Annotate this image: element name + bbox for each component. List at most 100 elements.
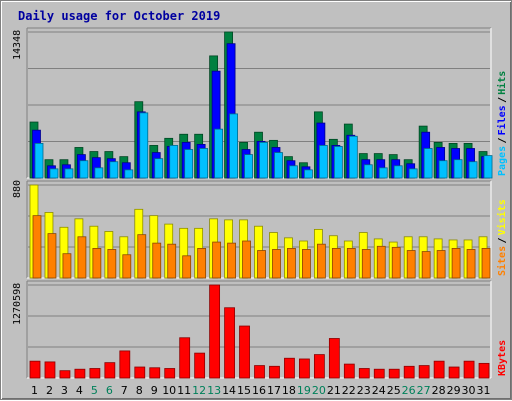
day-label-23: 23 bbox=[357, 384, 371, 397]
bar-kbytes-day-28 bbox=[433, 360, 445, 379]
day-label-30: 30 bbox=[462, 384, 476, 397]
bar-kbytes-day-12 bbox=[194, 352, 206, 379]
bar-sites-day-31 bbox=[481, 248, 491, 279]
bar-sites-day-19 bbox=[302, 249, 311, 279]
bar-sites-day-20 bbox=[316, 243, 326, 279]
bar-sites-day-7 bbox=[122, 254, 132, 279]
bar-pages-day-17 bbox=[274, 152, 283, 179]
bar-kbytes-day-31 bbox=[478, 362, 490, 379]
day-label-14: 14 bbox=[222, 384, 236, 397]
bar-kbytes-day-30 bbox=[463, 360, 475, 379]
bar-sites-day-6 bbox=[107, 249, 117, 279]
bar-kbytes-day-7 bbox=[119, 350, 131, 379]
bar-sites-day-3 bbox=[62, 253, 72, 279]
bar-pages-day-14 bbox=[229, 113, 238, 179]
bar-sites-day-4 bbox=[77, 236, 87, 279]
bar-pages-day-30 bbox=[468, 161, 478, 179]
side-label-visits: Visits bbox=[496, 199, 508, 235]
bar-kbytes-day-24 bbox=[373, 368, 385, 379]
side-label-sites: Sites bbox=[496, 246, 508, 276]
bar-sites-day-11 bbox=[182, 255, 192, 279]
bar-pages-day-10 bbox=[169, 145, 179, 179]
bar-pages-day-24 bbox=[378, 167, 388, 179]
bar-sites-day-12 bbox=[197, 248, 207, 279]
bar-pages-day-1 bbox=[34, 143, 44, 179]
bar-sites-day-24 bbox=[376, 245, 386, 279]
bar-kbytes-day-8 bbox=[134, 366, 146, 379]
bar-sites-day-17 bbox=[272, 249, 281, 279]
bar-sites-day-29 bbox=[451, 248, 461, 279]
bar-kbytes-day-3 bbox=[59, 370, 71, 379]
bar-kbytes-day-15 bbox=[239, 325, 250, 379]
bar-pages-day-20 bbox=[318, 145, 328, 179]
day-label-31: 31 bbox=[477, 384, 491, 397]
day-label-1: 1 bbox=[31, 384, 38, 397]
day-label-13: 13 bbox=[207, 384, 221, 397]
bar-pages-day-2 bbox=[49, 168, 59, 179]
day-label-25: 25 bbox=[387, 384, 401, 397]
bar-pages-day-7 bbox=[124, 169, 134, 179]
bar-kbytes-day-9 bbox=[149, 367, 161, 379]
bar-pages-day-16 bbox=[259, 141, 268, 179]
bar-kbytes-day-1 bbox=[29, 360, 41, 379]
chart-title: Daily usage for October 2019 bbox=[18, 9, 220, 23]
side-label-slash: / bbox=[497, 237, 508, 243]
bar-sites-day-1 bbox=[32, 215, 42, 279]
day-label-5: 5 bbox=[91, 384, 98, 397]
bar-pages-day-18 bbox=[289, 165, 298, 179]
bar-kbytes-day-23 bbox=[358, 368, 370, 379]
bar-pages-day-3 bbox=[64, 168, 74, 179]
bar-sites-day-27 bbox=[421, 251, 431, 279]
bar-pages-day-29 bbox=[453, 159, 463, 179]
day-label-10: 10 bbox=[162, 384, 176, 397]
side-label-hits: Hits bbox=[496, 71, 508, 95]
day-label-7: 7 bbox=[121, 384, 128, 397]
bar-sites-day-13 bbox=[212, 241, 222, 279]
day-label-16: 16 bbox=[252, 384, 266, 397]
day-label-8: 8 bbox=[136, 384, 143, 397]
bar-kbytes-day-6 bbox=[104, 362, 116, 379]
day-label-4: 4 bbox=[76, 384, 83, 397]
bar-sites-day-14 bbox=[227, 242, 236, 279]
bar-pages-day-5 bbox=[94, 167, 104, 179]
bar-pages-day-12 bbox=[199, 148, 209, 179]
day-label-27: 27 bbox=[417, 384, 431, 397]
bar-kbytes-day-27 bbox=[418, 365, 430, 379]
bar-sites-day-21 bbox=[331, 248, 341, 279]
bar-kbytes-day-16 bbox=[254, 365, 265, 379]
bar-kbytes-day-5 bbox=[89, 368, 101, 379]
bar-pages-day-19 bbox=[304, 169, 313, 179]
bar-kbytes-day-21 bbox=[328, 338, 340, 379]
bar-sites-day-9 bbox=[152, 242, 162, 279]
y-max-label: 880 bbox=[12, 180, 23, 198]
side-label-slash: / bbox=[497, 137, 508, 143]
side-label-pages: Pages bbox=[497, 146, 508, 176]
bar-pages-day-8 bbox=[139, 112, 149, 179]
day-label-9: 9 bbox=[151, 384, 158, 397]
bar-pages-day-11 bbox=[184, 149, 194, 179]
y-max-label: 1270598 bbox=[12, 283, 23, 325]
bar-kbytes-day-11 bbox=[179, 337, 191, 379]
day-label-15: 15 bbox=[237, 384, 251, 397]
day-label-11: 11 bbox=[177, 384, 191, 397]
day-label-20: 20 bbox=[312, 384, 326, 397]
bar-kbytes-day-26 bbox=[403, 365, 415, 379]
day-label-18: 18 bbox=[282, 384, 296, 397]
bar-sites-day-10 bbox=[167, 243, 177, 279]
day-label-19: 19 bbox=[297, 384, 311, 397]
bar-pages-day-25 bbox=[393, 165, 403, 179]
bar-kbytes-day-19 bbox=[299, 358, 310, 379]
bar-kbytes-day-25 bbox=[388, 368, 400, 379]
bar-sites-day-28 bbox=[436, 250, 446, 279]
bar-kbytes-day-17 bbox=[269, 365, 280, 379]
bar-kbytes-day-4 bbox=[74, 368, 86, 379]
side-label-files: Files bbox=[496, 105, 508, 135]
bar-kbytes-day-18 bbox=[284, 357, 295, 379]
bar-pages-day-27 bbox=[423, 148, 433, 179]
side-label-kbytes: KBytes bbox=[497, 340, 508, 376]
day-label-22: 22 bbox=[342, 384, 356, 397]
bar-kbytes-day-10 bbox=[164, 368, 176, 379]
day-label-17: 17 bbox=[267, 384, 281, 397]
bar-sites-day-25 bbox=[391, 246, 401, 279]
